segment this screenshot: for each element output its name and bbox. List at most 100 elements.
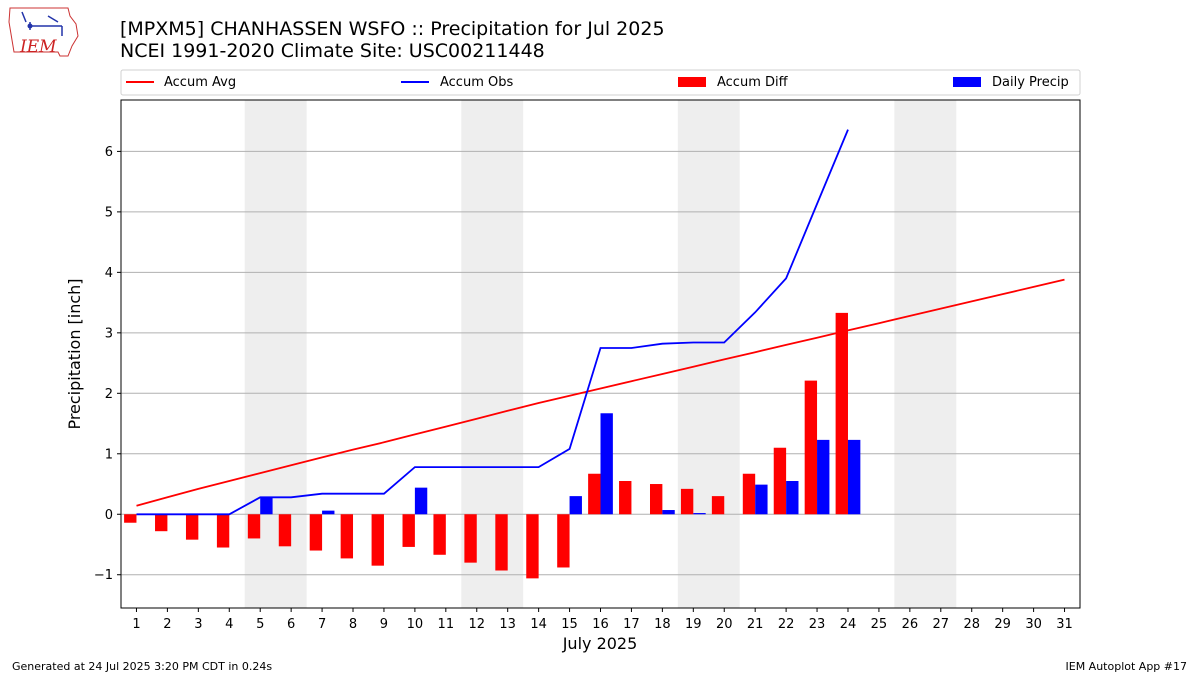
accum-diff-bar (619, 481, 632, 515)
y-tick-label: 1 (105, 447, 113, 462)
x-tick-label: 25 (871, 617, 888, 632)
x-tick-label: 1 (132, 617, 140, 632)
x-tick-label: 9 (380, 617, 388, 632)
chart-title: [MPXM5] CHANHASSEN WSFO :: Precipitation… (120, 18, 665, 40)
accum-diff-bar (278, 514, 292, 547)
weekend-shading (244, 100, 957, 608)
accum-diff-bar (216, 514, 230, 548)
iem-logo: IEM (8, 7, 79, 57)
x-tick-label: 30 (1025, 617, 1042, 632)
x-tick-label: 17 (623, 617, 640, 632)
accum-diff-bar (495, 514, 508, 571)
x-tick-label: 11 (438, 617, 455, 632)
x-tick-label: 3 (194, 617, 202, 632)
series-lines (136, 129, 1065, 516)
x-tick-label: 10 (407, 617, 424, 632)
x-tick-label: 24 (840, 617, 857, 632)
accum-diff-bar (464, 514, 477, 563)
daily-precip-bar (600, 413, 613, 515)
x-tick-label: 13 (499, 617, 516, 632)
legend-daily-precip-label: Daily Precip (992, 75, 1069, 90)
accum-diff-bar (340, 514, 354, 559)
accum-diff-bar (185, 514, 199, 540)
x-tick-label: 12 (468, 617, 485, 632)
weather-station-icon (21, 11, 63, 36)
y-tick-label: −1 (94, 568, 113, 583)
accum-diff-bar (557, 514, 570, 568)
weekend-band (677, 100, 740, 608)
y-tick-label: 0 (105, 508, 113, 523)
x-axis-label: July 2025 (562, 634, 638, 653)
legend-accum-diff-label: Accum Diff (717, 75, 789, 90)
x-tick-label: 31 (1056, 617, 1073, 632)
accum-obs-line (136, 129, 849, 516)
x-tick-label: 7 (318, 617, 326, 632)
daily-precip-bar (260, 497, 273, 515)
legend-daily-precip-swatch (953, 77, 981, 87)
accum-diff-bar (649, 484, 663, 515)
sensor-dot-icon (27, 23, 33, 29)
x-tick-label: 23 (809, 617, 826, 632)
y-tick-label: 2 (105, 387, 113, 402)
y-tick-label: 4 (105, 266, 113, 281)
x-tick-label: 14 (530, 617, 547, 632)
x-tick-label: 21 (747, 617, 764, 632)
weekend-band (894, 100, 957, 608)
legend-accum-diff-swatch (678, 77, 706, 87)
daily-precip-bar (693, 513, 706, 515)
x-tick-label: 5 (256, 617, 264, 632)
accum-diff-bar (371, 514, 384, 566)
bars (124, 312, 861, 579)
legend-accum-obs-label: Accum Obs (440, 75, 513, 90)
accum-diff-bar (433, 514, 446, 555)
accum-diff-bar (804, 380, 818, 515)
accum-diff-bar (309, 514, 323, 551)
daily-precip-bar (847, 439, 861, 515)
daily-precip-bar (755, 484, 768, 515)
x-tick-label: 22 (778, 617, 795, 632)
x-tick-label: 20 (716, 617, 733, 632)
x-tick-label: 18 (654, 617, 671, 632)
legend-accum-avg-label: Accum Avg (164, 75, 236, 90)
x-tick-label: 8 (349, 617, 357, 632)
accum-diff-bar (247, 514, 261, 539)
accum-diff-bar (773, 447, 787, 515)
x-tick-label: 15 (561, 617, 578, 632)
logo-text: IEM (19, 37, 57, 57)
x-tick-label: 27 (933, 617, 950, 632)
x-tick-label: 2 (163, 617, 171, 632)
daily-precip-bar (414, 487, 428, 515)
chart-subtitle: NCEI 1991-2020 Climate Site: USC00211448 (120, 40, 545, 62)
y-tick-label: 3 (105, 326, 113, 341)
accum-diff-bar (711, 496, 725, 515)
accum-diff-bar (680, 488, 694, 515)
y-tick-label: 5 (105, 205, 113, 220)
x-tick-label: 16 (592, 617, 609, 632)
accum-diff-bar (402, 514, 415, 547)
y-tick-label: 6 (105, 145, 113, 160)
x-tick-label: 29 (994, 617, 1011, 632)
accum-diff-bar (835, 312, 848, 515)
daily-precip-bar (817, 439, 830, 515)
legend: Accum Avg Accum Obs Accum Diff Daily Pre… (120, 69, 1081, 96)
daily-precip-bar (322, 510, 335, 515)
x-tick-label: 26 (902, 617, 919, 632)
x-tick-label: 19 (685, 617, 702, 632)
legend-box (120, 69, 1081, 96)
accum-diff-bar (526, 514, 539, 579)
daily-precip-bar (662, 510, 675, 515)
daily-precip-bar (786, 481, 799, 515)
y-axis-label: Precipitation [inch] (65, 278, 84, 429)
accum-diff-bar (155, 514, 168, 532)
accum-avg-line (136, 278, 1065, 507)
x-tick-label: 28 (963, 617, 980, 632)
iowa-outline-shape (8, 7, 79, 57)
accum-diff-bar (124, 514, 137, 523)
x-tick-label: 4 (225, 617, 233, 632)
footer-generated: Generated at 24 Jul 2025 3:20 PM CDT in … (12, 660, 272, 673)
x-tick-label: 6 (287, 617, 295, 632)
accum-diff-bar (742, 473, 756, 515)
footer-app-id: IEM Autoplot App #17 (1066, 660, 1188, 673)
